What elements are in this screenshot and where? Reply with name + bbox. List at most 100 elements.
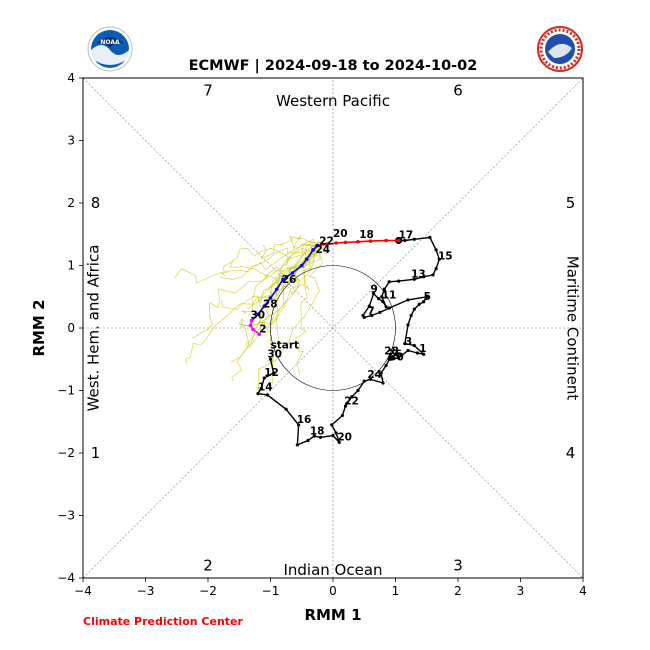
- observed-day-label: 30: [267, 348, 282, 360]
- forecast-point: [268, 296, 273, 300]
- observed-point: [259, 387, 263, 391]
- observed-day-label: 26: [387, 348, 402, 360]
- phase-number-label: 5: [566, 194, 576, 212]
- observed-point: [381, 381, 385, 385]
- observed-point: [334, 431, 338, 435]
- observed-point: [403, 342, 407, 346]
- x-tick-label: −1: [262, 584, 280, 598]
- observed-day-label: 20: [337, 432, 352, 444]
- forecast-point: [257, 332, 262, 337]
- observed-point: [340, 413, 344, 418]
- forecast-point: [315, 243, 320, 248]
- forecast-point: [396, 238, 401, 243]
- y-tick-label: 4: [67, 71, 75, 85]
- phase-number-label: 6: [453, 82, 463, 100]
- forecast-day-label: 30: [251, 310, 266, 322]
- observed-point: [434, 267, 438, 271]
- x-tick-label: 0: [329, 584, 337, 598]
- forecast-day-label: 22: [319, 235, 334, 247]
- x-tick-label: −2: [199, 584, 217, 598]
- x-tick-label: −4: [74, 584, 92, 598]
- observed-point: [377, 297, 381, 301]
- observed-day-label: 3: [405, 336, 412, 348]
- forecast-point: [249, 318, 254, 323]
- observed-point: [409, 313, 413, 318]
- observed-point: [437, 257, 441, 261]
- region-label-top: Western Pacific: [276, 92, 390, 110]
- forecast-point: [324, 242, 329, 247]
- ensemble-member-line: [260, 235, 318, 260]
- y-tick-label: 2: [67, 196, 75, 210]
- forecast-day-label: 26: [282, 274, 297, 286]
- forecast-point: [256, 312, 260, 317]
- observed-point: [397, 279, 401, 283]
- observed-day-label: 22: [344, 395, 359, 407]
- observed-day-label: 28: [384, 345, 399, 357]
- observed-point: [388, 357, 393, 361]
- ensemble-member-line: [263, 245, 318, 333]
- forecast-point: [356, 239, 360, 244]
- observed-point: [350, 395, 354, 399]
- observed-day-label: 30: [389, 352, 404, 364]
- observed-point: [312, 434, 316, 438]
- observed-day-label: 13: [411, 268, 426, 280]
- observed-day-label: 14: [258, 382, 273, 394]
- forecast-point: [334, 241, 338, 245]
- nws-logo: [537, 26, 583, 72]
- observed-point: [412, 307, 416, 311]
- plot-area: start30121416182022242628301357911131517…: [57, 71, 587, 598]
- observed-point: [356, 388, 360, 393]
- observed-point: [422, 300, 426, 304]
- ensemble-member-line: [174, 238, 318, 284]
- x-tick-label: 1: [392, 584, 400, 598]
- forecast-point: [368, 239, 373, 243]
- observed-point: [330, 423, 334, 427]
- observed-point: [380, 295, 384, 299]
- noaa-logo-text: NOAA: [100, 39, 120, 46]
- observed-point: [387, 306, 391, 310]
- observed-point: [412, 343, 416, 348]
- forecast-track-line: [249, 320, 260, 335]
- y-tick-label: −4: [57, 571, 75, 585]
- observed-day-label: 15: [438, 250, 453, 262]
- y-tick-label: 1: [67, 259, 75, 273]
- observed-point: [337, 440, 341, 444]
- forecast-point: [304, 257, 309, 262]
- credit-text: Climate Prediction Center: [83, 615, 243, 628]
- phase-number-label: 2: [203, 557, 213, 575]
- region-label-left: West. Hem. and Africa: [85, 245, 103, 412]
- observed-point: [379, 371, 383, 375]
- observed-day-label: 11: [382, 290, 397, 302]
- observed-point: [415, 351, 419, 355]
- observed-point: [368, 377, 373, 381]
- forecast-point: [251, 327, 255, 332]
- phase-number-label: 7: [203, 82, 213, 100]
- forecast-day-label: 20: [333, 228, 348, 240]
- observed-point: [406, 298, 410, 302]
- observed-point: [262, 376, 266, 380]
- observed-point: [406, 323, 410, 327]
- observed-point: [397, 356, 401, 360]
- observed-point: [378, 310, 382, 314]
- observed-day-label: 24: [367, 369, 382, 381]
- unit-circle: [270, 265, 396, 391]
- observed-point: [422, 352, 426, 356]
- observed-day-label: 7: [367, 305, 374, 317]
- forecast-point: [248, 323, 253, 328]
- phase-number-label: 4: [566, 444, 576, 462]
- observed-point: [406, 348, 410, 353]
- forecast-point: [384, 238, 388, 243]
- observed-day-label: 12: [264, 367, 279, 379]
- observed-point: [403, 238, 407, 243]
- y-tick-label: −2: [57, 446, 75, 460]
- noaa-logo: NOAA: [87, 26, 133, 72]
- chart-title: ECMWF | 2024-09-18 to 2024-10-02: [189, 58, 478, 74]
- y-tick-label: −3: [57, 509, 75, 523]
- observed-point: [428, 235, 432, 239]
- observed-day-label: 9: [371, 283, 378, 295]
- observed-day-label: 17: [399, 230, 414, 242]
- ensemble-member-line: [219, 245, 318, 290]
- observed-point: [393, 352, 398, 356]
- observed-day-label: 18: [310, 425, 325, 437]
- forecast-day-label: 28: [263, 298, 278, 310]
